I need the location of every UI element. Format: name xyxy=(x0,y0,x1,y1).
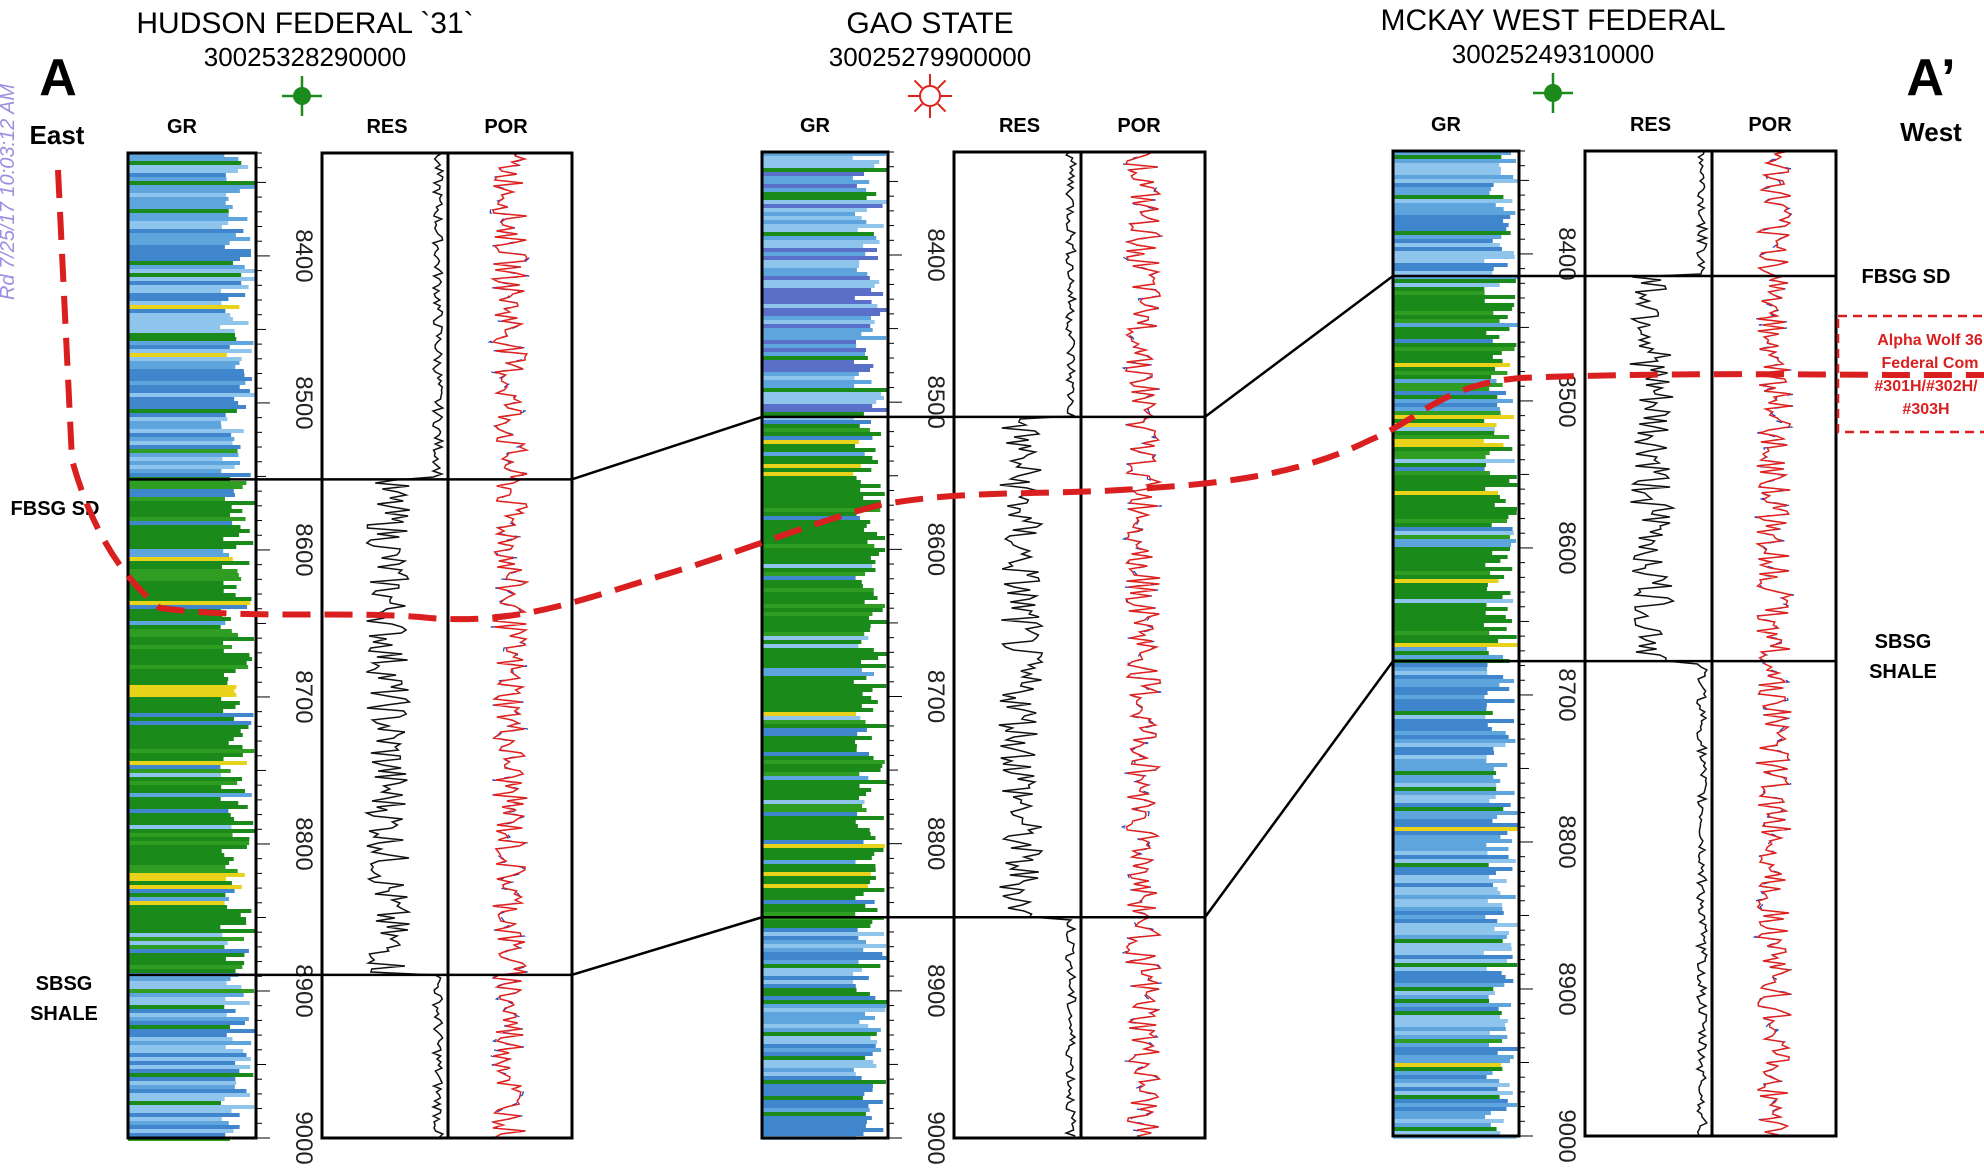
sbsg-correlation xyxy=(1203,660,1395,918)
depth-label: 8800 xyxy=(922,817,949,870)
received-stamp: Rd 7/25/17 10:03:12 AM xyxy=(0,84,19,300)
well-name: HUDSON FEDERAL `31` xyxy=(136,7,473,40)
section-end-letter: A’ xyxy=(1906,49,1955,107)
target-well-line-2: Federal Com xyxy=(1882,355,1979,372)
depth-label: 8400 xyxy=(1553,227,1580,280)
sbsg-label-left-2: SHALE xyxy=(30,1003,98,1025)
sbsg-label-left-1: SBSG xyxy=(36,973,93,995)
section-start-direction: East xyxy=(30,120,85,150)
gr-curve-fill xyxy=(1393,151,1519,1139)
depth-label: 8700 xyxy=(1553,668,1580,721)
depth-label: 8400 xyxy=(290,229,317,282)
res-curve xyxy=(1629,150,1709,1136)
depth-label: 9000 xyxy=(1553,1109,1580,1162)
well-name: MCKAY WEST FEDERAL xyxy=(1380,4,1725,37)
depth-track: 8400 8500 8600 8700 8800 8900 9000 xyxy=(1519,150,1580,1163)
section-start-letter: A xyxy=(39,49,77,107)
oil-well-icon xyxy=(1533,73,1573,113)
section-end-direction: West xyxy=(1900,117,1962,147)
depth-label: 8700 xyxy=(290,670,317,723)
well-name: GAO STATE xyxy=(846,7,1013,40)
res-curve xyxy=(998,151,1078,1137)
log-header-gr: GR xyxy=(1431,114,1462,136)
well-api-number: 30025328290000 xyxy=(204,42,406,72)
well-titles: HUDSON FEDERAL `31`30025328290000 GAO STA… xyxy=(136,4,1726,118)
gr-curve-fill xyxy=(762,152,888,1140)
depth-label: 8600 xyxy=(922,523,949,576)
gas-well-icon xyxy=(908,74,952,118)
log-header-por: POR xyxy=(484,116,528,138)
track-frame xyxy=(1391,149,1838,1138)
depth-track: 8400 8500 8600 8700 8800 8900 9000 xyxy=(888,151,949,1165)
target-horizon-line xyxy=(55,169,1984,623)
depth-label: 8900 xyxy=(1553,962,1580,1015)
depth-label: 8400 xyxy=(922,228,949,281)
sbsg-correlation xyxy=(571,916,763,977)
fbsg-label-left: FBSG SD xyxy=(11,498,100,520)
log-header-gr: GR xyxy=(167,116,198,138)
depth-label: 8600 xyxy=(290,523,317,576)
target-well-callout: Alpha Wolf 36 Federal Com #301H/#302H/ #… xyxy=(1836,314,1984,434)
fbsg-correlation xyxy=(1204,274,1394,418)
por-curve xyxy=(1755,150,1794,1136)
well-api-number: 30025279900000 xyxy=(829,42,1031,72)
depth-label: 9000 xyxy=(290,1111,317,1164)
track-frame xyxy=(126,151,574,1140)
track-frame xyxy=(760,150,1207,1140)
depth-track: 8400 8500 8600 8700 8800 8900 9000 xyxy=(256,152,317,1165)
log-tracks: GR RES POR 8400 8500 8600 8700 8800 8900 9000 GR RE… xyxy=(126,114,1838,1165)
depth-label: 8500 xyxy=(922,375,949,428)
log-header-por: POR xyxy=(1117,115,1161,137)
depth-label: 8500 xyxy=(290,376,317,429)
target-well-line-3: #301H/#302H/ xyxy=(1874,378,1978,395)
log-header-res: RES xyxy=(999,115,1040,137)
log-header-gr: GR xyxy=(800,115,831,137)
target-well-line-4: #303H xyxy=(1902,401,1949,418)
gr-curve-fill xyxy=(128,153,256,1141)
log-header-por: POR xyxy=(1748,114,1792,136)
depth-label: 8600 xyxy=(1553,521,1580,574)
depth-label: 9000 xyxy=(922,1111,949,1164)
log-header-res: RES xyxy=(366,116,407,138)
correlation-lines xyxy=(571,274,1395,977)
res-curve xyxy=(363,152,445,1138)
target-well-line-1: Alpha Wolf 36 xyxy=(1877,332,1983,349)
depth-label: 8800 xyxy=(1553,815,1580,868)
depth-label: 8800 xyxy=(290,817,317,870)
depth-label: 8900 xyxy=(922,964,949,1017)
sbsg-label-right-2: SHALE xyxy=(1869,661,1937,683)
depth-label: 8900 xyxy=(290,964,317,1017)
well-api-number: 30025249310000 xyxy=(1452,39,1654,69)
fbsg-label-right: FBSG SD xyxy=(1862,266,1951,288)
log-header-res: RES xyxy=(1630,114,1671,136)
oil-well-icon xyxy=(282,76,322,116)
depth-label: 8700 xyxy=(922,670,949,723)
por-curve xyxy=(1124,151,1163,1137)
sbsg-label-right-1: SBSG xyxy=(1875,631,1932,653)
fbsg-correlation xyxy=(571,415,763,481)
por-curve xyxy=(489,152,530,1138)
depth-label: 8500 xyxy=(1553,374,1580,427)
